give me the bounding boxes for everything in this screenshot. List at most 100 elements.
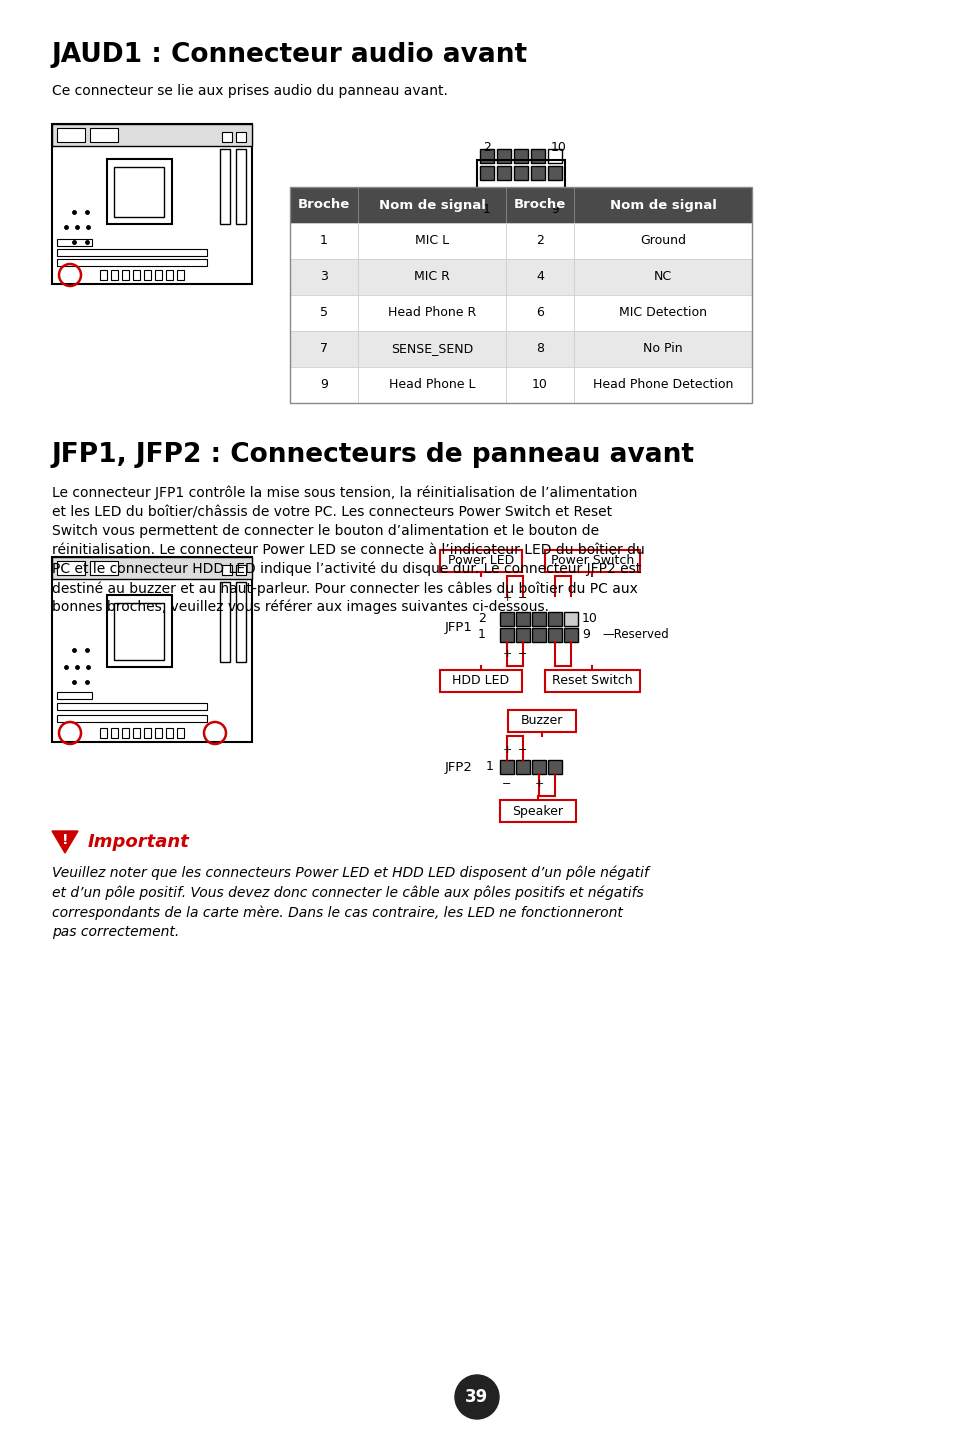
Text: SENSE_SEND: SENSE_SEND: [391, 342, 473, 355]
Bar: [290, 259, 357, 295]
Text: 4: 4: [536, 271, 543, 284]
Bar: [113, 603, 164, 660]
Text: Ground: Ground: [639, 235, 685, 248]
Bar: [132, 271, 140, 281]
Bar: [505, 295, 574, 331]
Text: JFP2: JFP2: [444, 760, 473, 773]
Text: 9: 9: [551, 203, 558, 216]
Text: 9: 9: [581, 629, 589, 642]
Text: Head Phone R: Head Phone R: [388, 306, 476, 319]
Bar: [439, 550, 521, 571]
Bar: [514, 149, 527, 163]
Text: Head Phone L: Head Phone L: [388, 378, 475, 391]
Bar: [222, 132, 232, 142]
Bar: [113, 168, 164, 218]
Bar: [132, 727, 140, 737]
Bar: [507, 710, 576, 732]
Text: Nom de signal: Nom de signal: [378, 199, 485, 212]
Bar: [497, 149, 511, 163]
Bar: [290, 188, 751, 402]
Bar: [52, 557, 252, 579]
Text: !: !: [62, 833, 69, 846]
Bar: [122, 271, 129, 281]
Text: 1: 1: [319, 235, 328, 248]
Text: +: +: [502, 593, 511, 603]
Text: et d’un pôle positif. Vous devez donc connecter le câble aux pôles positifs et n: et d’un pôle positif. Vous devez donc co…: [52, 885, 643, 899]
Bar: [574, 295, 751, 331]
Bar: [544, 670, 639, 692]
Bar: [107, 596, 172, 667]
Bar: [357, 223, 505, 259]
Bar: [290, 295, 357, 331]
Bar: [107, 159, 172, 223]
Bar: [154, 271, 162, 281]
Text: 1: 1: [477, 629, 485, 642]
Text: HDD LED: HDD LED: [452, 674, 509, 687]
Text: réinitialisation. Le connecteur Power LED se connecte à l’indicateur LED du boît: réinitialisation. Le connecteur Power LE…: [52, 543, 644, 557]
Bar: [547, 629, 561, 642]
Text: MIC R: MIC R: [414, 271, 450, 284]
Bar: [532, 611, 545, 626]
Text: correspondants de la carte mère. Dans le cas contraire, les LED ne fonctionneron: correspondants de la carte mère. Dans le…: [52, 905, 622, 919]
Text: 10: 10: [581, 613, 598, 626]
Text: Broche: Broche: [297, 199, 350, 212]
Bar: [290, 367, 357, 402]
Bar: [290, 223, 357, 259]
Bar: [532, 760, 545, 775]
Text: 8: 8: [536, 342, 543, 355]
Bar: [514, 166, 527, 180]
Bar: [90, 127, 118, 142]
Bar: [122, 727, 129, 737]
Text: PC et le connecteur HDD LED indique l’activité du disque dur. Le connecteur JFP2: PC et le connecteur HDD LED indique l’ac…: [52, 561, 640, 577]
Bar: [144, 271, 151, 281]
Bar: [479, 149, 494, 163]
Bar: [235, 132, 246, 142]
Bar: [505, 367, 574, 402]
Bar: [220, 149, 230, 223]
Bar: [222, 566, 232, 576]
Text: −: −: [517, 745, 527, 755]
Text: MIC L: MIC L: [415, 235, 449, 248]
Bar: [235, 566, 246, 576]
Circle shape: [455, 1375, 498, 1419]
Text: —Reserved: —Reserved: [601, 629, 668, 642]
Bar: [57, 127, 85, 142]
Bar: [154, 727, 162, 737]
Text: −: −: [517, 649, 527, 659]
Bar: [57, 692, 91, 699]
Text: 6: 6: [536, 306, 543, 319]
Bar: [90, 561, 118, 576]
Text: 1: 1: [482, 203, 491, 216]
Bar: [574, 223, 751, 259]
Bar: [235, 149, 246, 223]
Text: Speaker: Speaker: [512, 805, 563, 818]
Bar: [235, 581, 246, 662]
Text: 2: 2: [477, 613, 485, 626]
Text: Broche: Broche: [514, 199, 565, 212]
Text: +: +: [502, 649, 511, 659]
Bar: [544, 550, 639, 571]
Text: 9: 9: [319, 378, 328, 391]
Text: +: +: [502, 745, 511, 755]
Text: −: −: [517, 593, 527, 603]
Bar: [547, 166, 561, 180]
Bar: [499, 760, 514, 775]
Bar: [357, 331, 505, 367]
Bar: [516, 760, 530, 775]
Bar: [290, 331, 357, 367]
Text: JFP1: JFP1: [444, 620, 473, 633]
Bar: [52, 125, 252, 146]
Text: 1: 1: [485, 760, 494, 773]
Bar: [499, 611, 514, 626]
Bar: [574, 331, 751, 367]
Bar: [57, 561, 85, 576]
Bar: [574, 259, 751, 295]
Bar: [476, 160, 564, 198]
Text: 10: 10: [532, 378, 547, 391]
Bar: [574, 188, 751, 223]
Text: Nom de signal: Nom de signal: [609, 199, 716, 212]
Text: 7: 7: [319, 342, 328, 355]
Text: −: −: [502, 779, 511, 789]
Text: Veuillez noter que les connecteurs Power LED et HDD LED disposent d’un pôle néga: Veuillez noter que les connecteurs Power…: [52, 865, 648, 879]
Text: 10: 10: [551, 140, 566, 155]
